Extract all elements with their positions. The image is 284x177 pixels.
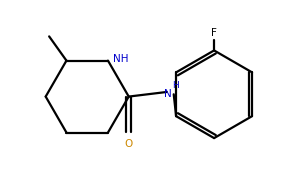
- Text: H: H: [172, 81, 179, 90]
- Text: NH: NH: [112, 55, 128, 64]
- Text: F: F: [211, 28, 217, 38]
- Text: O: O: [125, 139, 133, 149]
- Text: N: N: [164, 89, 172, 99]
